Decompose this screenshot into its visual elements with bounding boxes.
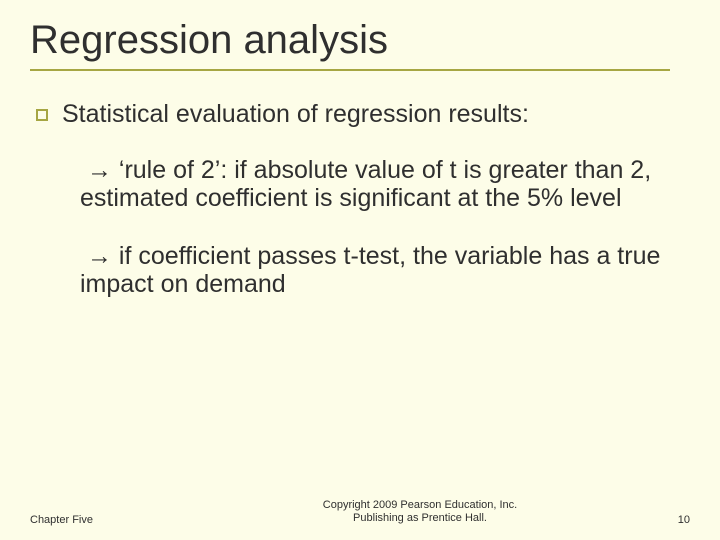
arrow-icon: → (87, 242, 112, 270)
footer-chapter: Chapter Five (30, 514, 210, 526)
footer-page-number: 10 (630, 514, 690, 526)
bullet-text: Statistical evaluation of regression res… (62, 99, 529, 130)
slide: Regression analysis Statistical evaluati… (0, 0, 720, 540)
title-underline (30, 69, 670, 71)
arrow-icon: → (87, 156, 112, 184)
slide-title: Regression analysis (30, 18, 690, 63)
slide-body: Statistical evaluation of regression res… (30, 99, 690, 298)
sub-point-2: → if coefficient passes t-test, the vari… (80, 242, 670, 298)
sub-point-2-text: if coefficient passes t-test, the variab… (80, 242, 660, 298)
square-bullet-icon (36, 109, 48, 121)
footer-copyright-line1: Copyright 2009 Pearson Education, Inc. (323, 499, 517, 511)
sub-point-1: → ‘rule of 2’: if absolute value of t is… (80, 156, 670, 212)
footer-copyright: Copyright 2009 Pearson Education, Inc. P… (210, 499, 630, 527)
sub-point-1-text: ‘rule of 2’: if absolute value of t is g… (80, 156, 651, 212)
bullet-item: Statistical evaluation of regression res… (36, 99, 690, 130)
footer-copyright-line2: Publishing as Prentice Hall. (353, 512, 487, 524)
slide-footer: Chapter Five Copyright 2009 Pearson Educ… (30, 499, 690, 527)
